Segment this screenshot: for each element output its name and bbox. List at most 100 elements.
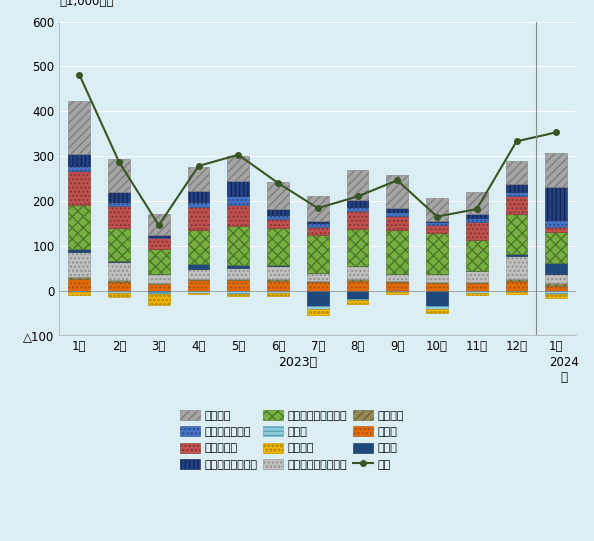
Bar <box>307 273 328 281</box>
Bar <box>108 280 130 282</box>
Bar <box>307 281 328 282</box>
Bar <box>68 249 90 252</box>
Bar <box>505 281 527 291</box>
Bar <box>188 191 210 202</box>
Bar <box>505 214 527 254</box>
Bar <box>108 261 130 262</box>
Bar <box>426 306 448 309</box>
Bar <box>426 221 448 222</box>
Bar <box>545 232 567 263</box>
Bar <box>188 207 210 229</box>
Bar <box>386 281 408 282</box>
Bar <box>188 229 210 264</box>
Bar <box>228 227 249 265</box>
Bar <box>108 293 130 298</box>
Legend: 政府部門, その他サービス, 娯楽・接客, 対事業所サービス, 教育・医療サービス, 金融業, 情報通信, 商業・運輸・倉庫業, その他財, 建設業, 製造業,: 政府部門, その他サービス, 娯楽・接客, 対事業所サービス, 教育・医療サービ… <box>180 410 404 470</box>
Bar <box>108 206 130 228</box>
Bar <box>267 279 289 281</box>
Bar <box>68 279 90 291</box>
Bar <box>267 293 289 296</box>
Bar <box>267 265 289 266</box>
Bar <box>148 237 170 238</box>
Bar <box>188 280 210 291</box>
Bar <box>545 187 567 220</box>
Bar <box>148 285 170 291</box>
Bar <box>148 249 170 274</box>
Bar <box>386 292 408 294</box>
Bar <box>228 265 249 268</box>
Bar <box>148 283 170 285</box>
Bar <box>148 294 170 305</box>
Bar <box>426 283 448 291</box>
Bar <box>347 291 368 299</box>
Bar <box>347 300 368 305</box>
Bar <box>108 228 130 261</box>
Bar <box>267 228 289 265</box>
Bar <box>68 252 90 276</box>
Bar <box>267 266 289 279</box>
Bar <box>426 225 448 233</box>
Bar <box>267 291 289 293</box>
Bar <box>466 193 488 214</box>
Text: （1,000人）: （1,000人） <box>59 0 114 8</box>
Bar <box>426 233 448 274</box>
Bar <box>347 229 368 266</box>
Bar <box>505 254 527 256</box>
Bar <box>148 235 170 237</box>
Bar <box>347 299 368 300</box>
Bar <box>505 292 527 294</box>
Bar <box>307 221 328 223</box>
Bar <box>545 220 567 227</box>
Bar <box>307 235 328 273</box>
Bar <box>347 281 368 291</box>
Bar <box>267 215 289 219</box>
Bar <box>228 291 249 294</box>
Bar <box>505 184 527 192</box>
Bar <box>307 309 328 315</box>
Bar <box>505 161 527 184</box>
Bar <box>228 156 249 181</box>
Bar <box>347 266 368 279</box>
Bar <box>108 193 130 202</box>
Bar <box>228 279 249 280</box>
Bar <box>188 269 210 279</box>
Bar <box>545 283 567 286</box>
Bar <box>68 166 90 171</box>
Bar <box>108 291 130 293</box>
Bar <box>466 272 488 282</box>
Bar <box>68 291 90 292</box>
Bar <box>228 280 249 291</box>
Bar <box>228 196 249 205</box>
Bar <box>148 238 170 249</box>
Bar <box>545 263 567 274</box>
Bar <box>545 227 567 232</box>
Bar <box>466 240 488 272</box>
Bar <box>426 282 448 283</box>
Bar <box>386 208 408 212</box>
Bar <box>545 274 567 283</box>
Bar <box>68 101 90 154</box>
Bar <box>426 291 448 306</box>
Bar <box>68 154 90 166</box>
Bar <box>426 222 448 225</box>
Bar <box>267 182 289 209</box>
Bar <box>505 256 527 279</box>
Bar <box>148 291 170 292</box>
Bar <box>68 292 90 295</box>
Bar <box>347 170 368 201</box>
Bar <box>505 291 527 292</box>
Bar <box>267 219 289 228</box>
Bar <box>545 154 567 187</box>
Text: 2023年: 2023年 <box>279 355 317 368</box>
Bar <box>228 205 249 227</box>
Bar <box>545 286 567 291</box>
Bar <box>188 264 210 269</box>
Bar <box>426 274 448 282</box>
Bar <box>386 274 408 281</box>
Bar <box>228 268 249 279</box>
Bar <box>307 282 328 291</box>
Bar <box>386 229 408 274</box>
Bar <box>188 279 210 280</box>
Bar <box>108 262 130 280</box>
Bar <box>545 294 567 298</box>
